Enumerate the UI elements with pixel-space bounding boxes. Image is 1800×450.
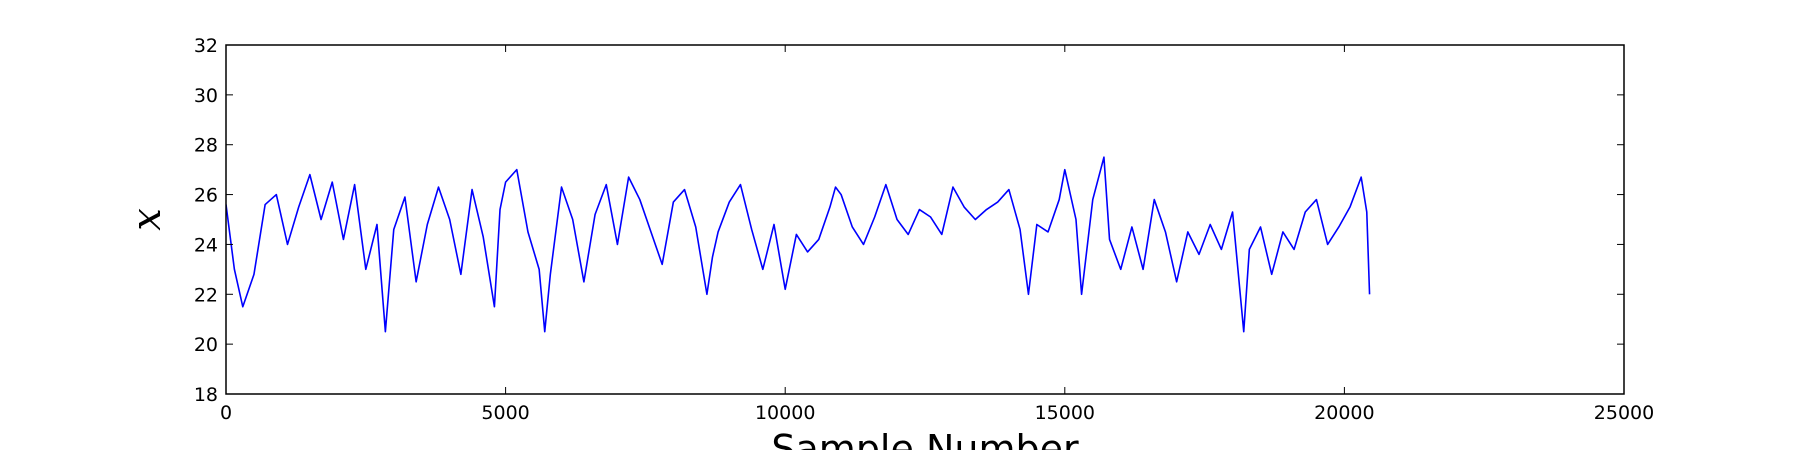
y-axis-label: x xyxy=(124,208,170,231)
y-tick-label: 32 xyxy=(194,35,218,57)
plot-frame xyxy=(225,44,1625,395)
x-tick-label: 20000 xyxy=(1314,402,1374,424)
x-tick-label: 25000 xyxy=(1594,402,1654,424)
x-tick-label: 0 xyxy=(220,402,232,424)
y-tick-label: 18 xyxy=(194,384,218,406)
series-line-0 xyxy=(226,156,1371,333)
y-tick-label: 30 xyxy=(194,85,218,107)
y-tick-label: 20 xyxy=(194,334,218,356)
ticks-layer: 0 5000 10000 15000 20000 25000 18 20 22 24 26 28 30 3… xyxy=(194,35,1654,424)
y-tick-label: 22 xyxy=(194,284,218,306)
plot-layer xyxy=(226,156,1371,333)
x-axis-label: Sample Number xyxy=(771,427,1079,450)
x-tick-label: 15000 xyxy=(1035,402,1095,424)
x-tick-label: 10000 xyxy=(755,402,815,424)
y-tick-label: 24 xyxy=(194,234,218,256)
y-tick-label: 26 xyxy=(194,185,218,207)
x-tick-label: 5000 xyxy=(481,402,529,424)
y-tick-label: 28 xyxy=(194,135,218,157)
